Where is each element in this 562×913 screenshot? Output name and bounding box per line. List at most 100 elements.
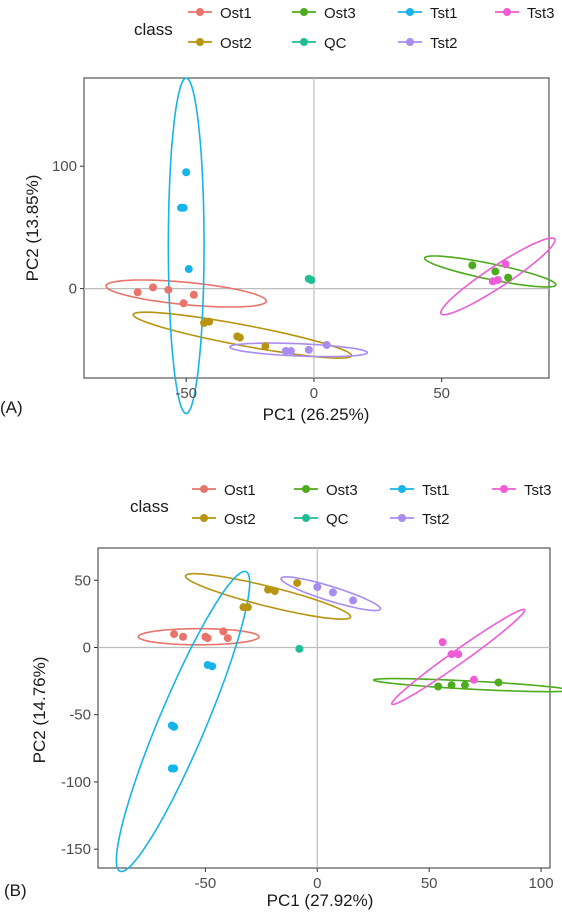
point-tst1 xyxy=(208,662,217,671)
point-ost3 xyxy=(468,261,477,270)
point-ost3 xyxy=(491,267,500,276)
ellipse-ost1 xyxy=(105,279,268,308)
point-ost2 xyxy=(205,317,214,326)
x-axis-label-a: PC1 (26.25%) xyxy=(263,405,370,424)
ellipse-ost2 xyxy=(184,572,352,620)
point-ost2 xyxy=(235,333,244,342)
plot-area-a xyxy=(83,77,557,415)
point-tst3 xyxy=(438,638,447,647)
ellipse-ost3 xyxy=(372,677,562,693)
ellipse-tst1 xyxy=(167,77,205,415)
point-tst1 xyxy=(170,722,179,731)
point-tst1 xyxy=(184,265,193,274)
legend-label: Tst3 xyxy=(524,482,552,499)
legend-entry-tst2: Tst2 xyxy=(398,35,458,52)
axes-a: -50 0 50 0 100 xyxy=(52,158,450,402)
point-tst2 xyxy=(349,596,358,605)
legend-label: Ost1 xyxy=(224,482,256,499)
legend-entry-ost1: Ost1 xyxy=(192,482,256,499)
legend-entry-ost1: Ost1 xyxy=(188,5,252,22)
legend-swatch-dot xyxy=(200,485,208,493)
point-tst2 xyxy=(313,582,322,591)
x-axis-label-b: PC1 (27.92%) xyxy=(267,891,374,910)
point-tst1 xyxy=(170,764,179,773)
panel-label-b: (B) xyxy=(4,881,27,900)
legend-label: Tst1 xyxy=(430,5,458,22)
legend-swatch-dot xyxy=(406,8,414,16)
point-qc xyxy=(307,276,316,285)
point-tst3 xyxy=(501,260,510,269)
point-ost1 xyxy=(189,290,198,299)
point-ost1 xyxy=(179,299,188,308)
y-tick-label: 0 xyxy=(83,639,91,656)
point-tst3 xyxy=(493,276,502,285)
y-tick-label: -50 xyxy=(69,707,91,724)
point-ost3 xyxy=(434,682,443,691)
point-ost2 xyxy=(293,578,302,587)
legend-label: Ost1 xyxy=(220,5,252,22)
plot-area-b xyxy=(97,547,562,873)
x-tick-label: 0 xyxy=(310,385,318,402)
legend-entry-tst3: Tst3 xyxy=(492,482,552,499)
point-tst1 xyxy=(182,168,191,177)
legend-swatch-dot xyxy=(300,8,308,16)
point-tst1 xyxy=(177,203,186,212)
panel-a: class Ost1 Ost3 Tst1 Tst3 Ost2 QC Tst2 -50 0 50 0… xyxy=(0,5,557,424)
point-ost1 xyxy=(219,627,228,636)
ellipse-tst3 xyxy=(439,237,556,316)
y-tick-label: 100 xyxy=(52,158,77,175)
point-tst2 xyxy=(304,345,313,354)
legend-entry-tst1: Tst1 xyxy=(390,482,450,499)
point-ost2 xyxy=(264,585,273,594)
point-ost1 xyxy=(133,288,142,297)
legend-swatch-dot xyxy=(503,8,511,16)
panel-label-a: (A) xyxy=(0,398,23,417)
y-tick-label: -150 xyxy=(61,841,91,858)
legend-label: Ost3 xyxy=(326,482,358,499)
legend-swatch-dot xyxy=(406,38,414,46)
point-ost1 xyxy=(179,632,188,641)
x-tick-label: 50 xyxy=(421,875,438,892)
y-tick-label: -100 xyxy=(61,774,91,791)
legend-entry-ost3: Ost3 xyxy=(294,482,358,499)
point-ost1 xyxy=(203,634,212,643)
point-ost3 xyxy=(447,681,456,690)
legend-entry-qc: QC xyxy=(292,35,347,52)
legend-swatch-dot xyxy=(196,8,204,16)
point-tst3 xyxy=(454,650,463,659)
point-ost1 xyxy=(148,283,157,292)
legend-title-b: class xyxy=(130,497,169,516)
y-axis-label-b: PC2 (14.76%) xyxy=(30,657,49,764)
ellipse-ost3 xyxy=(423,255,557,288)
point-ost1 xyxy=(164,285,173,294)
legend-swatch-dot xyxy=(302,514,310,522)
ellipse-tst2 xyxy=(229,342,369,358)
x-tick-label: 100 xyxy=(529,875,554,892)
plot-border-a xyxy=(83,77,550,379)
legend-label: Ost2 xyxy=(224,511,256,528)
legend-b: class Ost1 Ost3 Tst1 Tst3 Ost2 QC Tst2 xyxy=(130,482,552,528)
legend-swatch-dot xyxy=(300,38,308,46)
legend-entry-ost2: Ost2 xyxy=(188,35,252,52)
legend-entries-b: Ost1 Ost3 Tst1 Tst3 Ost2 QC Tst2 xyxy=(192,482,552,528)
legend-swatch-dot xyxy=(398,514,406,522)
legend-entry-ost3: Ost3 xyxy=(292,5,356,22)
legend-label: QC xyxy=(324,35,347,52)
legend-swatch-dot xyxy=(196,38,204,46)
y-tick-label: 0 xyxy=(69,281,77,298)
point-qc xyxy=(295,644,304,653)
x-tick-label: 0 xyxy=(313,875,321,892)
ellipse-tst3 xyxy=(390,608,526,706)
plot-border-b xyxy=(97,547,551,869)
legend-entries-a: Ost1 Ost3 Tst1 Tst3 Ost2 QC Tst2 xyxy=(188,5,555,52)
x-tick-label: 50 xyxy=(433,385,450,402)
legend-entry-ost2: Ost2 xyxy=(192,511,256,528)
legend-label: QC xyxy=(326,511,349,528)
point-ost3 xyxy=(460,681,469,690)
panel-b: class Ost1 Ost3 Tst1 Tst3 Ost2 QC Tst2 -50 0 50 1… xyxy=(4,482,562,910)
y-axis-label-a: PC2 (13.85%) xyxy=(23,175,42,282)
point-ost2 xyxy=(243,603,252,612)
legend-swatch-dot xyxy=(302,485,310,493)
point-ost3 xyxy=(494,678,503,687)
legend-label: Tst2 xyxy=(422,511,450,528)
